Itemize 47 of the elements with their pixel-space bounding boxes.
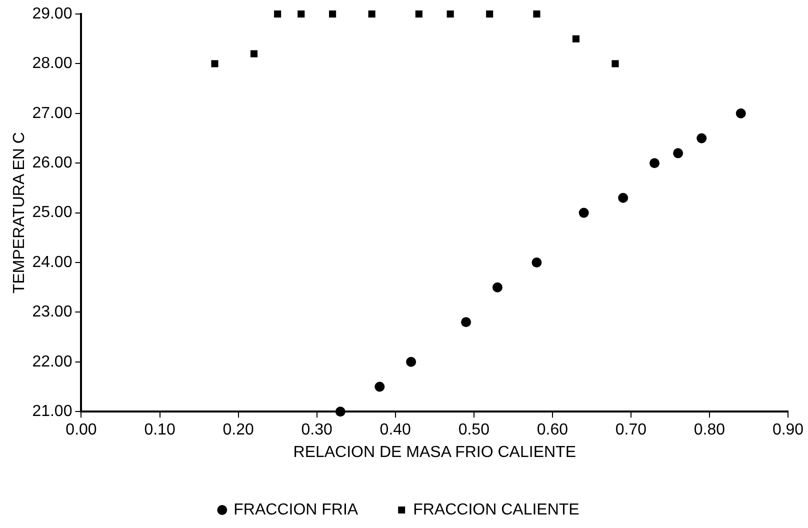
x-tick-label: 0.50	[458, 422, 490, 439]
point	[612, 60, 619, 68]
x-tick-label: 0.00	[66, 422, 97, 439]
point	[572, 35, 580, 42]
point	[374, 382, 385, 392]
point	[650, 158, 660, 168]
point	[298, 10, 305, 18]
legend-label: FRACCION FRIA	[234, 501, 358, 518]
point	[532, 258, 542, 268]
x-tick-label: 0.90	[772, 422, 804, 439]
point	[578, 208, 589, 218]
point	[250, 50, 258, 58]
y-tick-label: 21.00	[32, 403, 72, 420]
y-tick-label: 29.00	[32, 5, 72, 22]
y-tick-label: 26.00	[32, 154, 72, 172]
x-tick-label: 0.10	[144, 422, 176, 439]
point	[673, 148, 684, 158]
point	[328, 10, 336, 18]
point	[368, 10, 376, 18]
point	[696, 133, 707, 144]
point	[736, 108, 746, 118]
y-tick-label: 23.00	[32, 304, 72, 321]
y-tick-label: 22.00	[32, 353, 72, 370]
point	[533, 10, 540, 18]
x-tick-label: 0.80	[694, 422, 726, 439]
point	[211, 60, 218, 68]
x-axis-title: RELACION DE MASA FRIO CALIENTE	[293, 444, 576, 461]
point	[618, 192, 628, 203]
y-axis-title: TEMPERATURA EN C	[11, 132, 28, 294]
point	[335, 406, 346, 417]
x-tick-label: 0.60	[536, 422, 568, 439]
x-tick-label: 0.20	[222, 422, 254, 439]
point	[486, 10, 494, 18]
y-tick-label: 28.00	[32, 55, 72, 72]
x-tick-label: 0.70	[615, 422, 647, 439]
point	[274, 10, 282, 18]
point	[415, 10, 422, 18]
point	[446, 10, 454, 18]
point	[406, 356, 416, 367]
y-tick-label: 25.00	[32, 204, 72, 222]
x-tick-label: 0.40	[380, 422, 412, 439]
x-tick-label: 0.30	[301, 422, 332, 439]
point	[492, 282, 502, 292]
legend-label: FRACCION CALIENTE	[413, 501, 580, 518]
point	[461, 317, 472, 328]
y-tick-label: 27.00	[32, 104, 72, 122]
y-tick-label: 24.00	[32, 254, 72, 271]
